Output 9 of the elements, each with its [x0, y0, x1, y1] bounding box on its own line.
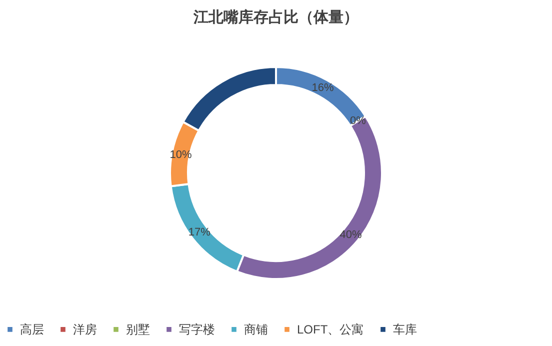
legend-label: 商铺: [244, 322, 268, 336]
legend-label: 别墅: [126, 322, 150, 336]
legend-label: 高层: [20, 322, 44, 336]
legend-label: 车库: [393, 322, 417, 336]
legend-label: 写字楼: [179, 322, 215, 336]
legend-label: LOFT、公寓: [297, 322, 364, 336]
legend-label: 洋房: [73, 322, 97, 336]
data-label: 16%: [312, 82, 334, 94]
chart-title: 江北嘴库存占比（体量）: [192, 8, 358, 26]
